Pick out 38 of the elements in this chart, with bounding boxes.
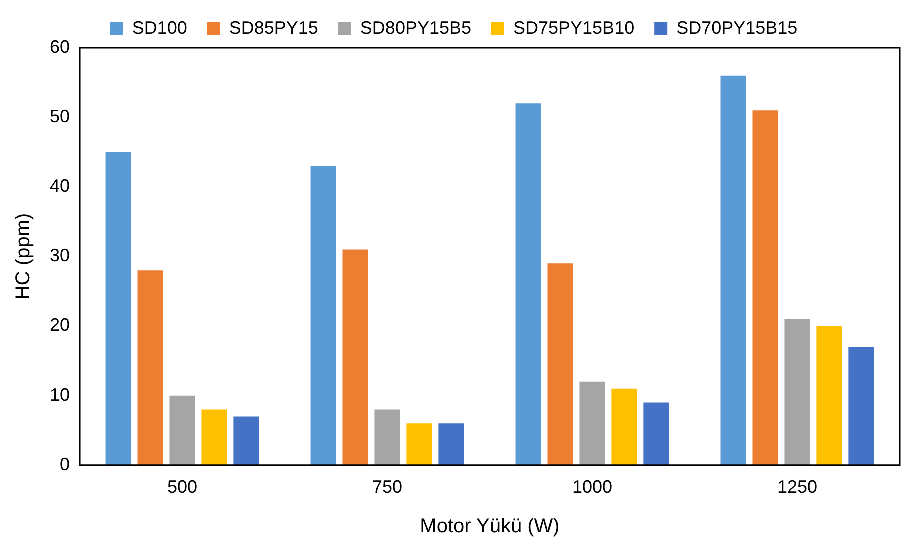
y-axis-title: HC (ppm) <box>12 213 35 300</box>
y-tick-label: 20 <box>50 315 70 336</box>
x-tick-label: 750 <box>372 477 403 498</box>
y-tick-label: 30 <box>50 246 70 266</box>
x-tick-label: 1000 <box>572 477 613 498</box>
bar <box>202 410 228 466</box>
y-tick-label: 0 <box>60 454 70 474</box>
bar <box>580 382 606 466</box>
bar <box>784 319 810 466</box>
bar <box>374 410 400 466</box>
y-tick-label: 60 <box>50 36 70 57</box>
bar <box>106 152 132 466</box>
y-tick-label: 40 <box>50 176 70 196</box>
bar <box>438 424 464 466</box>
bar <box>516 104 542 466</box>
bar <box>848 347 874 466</box>
x-tick-label: 500 <box>167 477 198 498</box>
bar <box>138 270 164 466</box>
legend-label: SD80PY15B5 <box>360 18 472 38</box>
bar <box>644 402 670 466</box>
bar <box>342 250 368 466</box>
legend-label: SD85PY15 <box>229 18 318 38</box>
bar <box>234 416 260 466</box>
bar <box>406 424 432 466</box>
bar <box>310 166 336 466</box>
bar <box>816 326 842 466</box>
bar <box>752 110 778 466</box>
bar <box>170 396 196 466</box>
bar <box>548 264 574 466</box>
legend-label: SD75PY15B10 <box>514 18 635 38</box>
x-tick-label: 1250 <box>777 477 818 498</box>
bar <box>612 388 638 466</box>
legend-label: SD100 <box>132 18 188 38</box>
x-axis-title: Motor Yükü (W) <box>420 516 560 538</box>
y-tick-label: 50 <box>50 106 70 127</box>
legend-label: SD70PY15B15 <box>676 18 798 38</box>
bar <box>720 76 746 466</box>
y-tick-label: 10 <box>50 384 70 405</box>
